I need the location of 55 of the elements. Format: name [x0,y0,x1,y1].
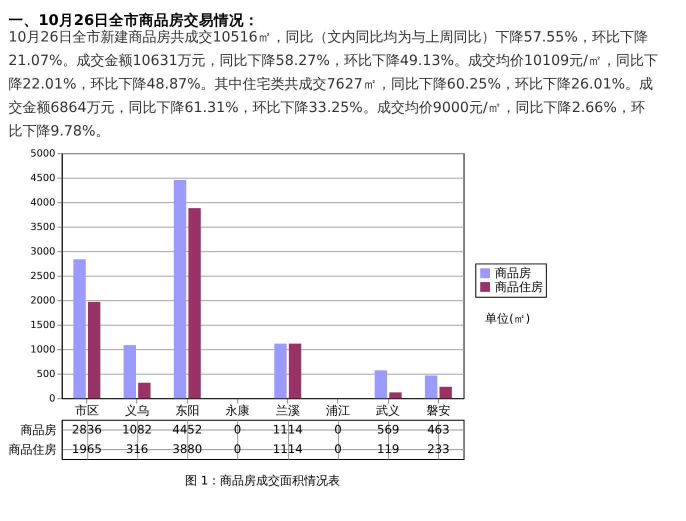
data-label: 4452 [172,422,202,436]
data-label: 1114 [272,442,303,456]
data-label: 0 [334,442,342,456]
data-label: 119 [376,442,400,456]
chart-title: 一、10月26日全市商品房交易情况： [8,10,260,29]
bar [374,370,388,398]
y-tick-label: 2500 [30,271,56,282]
data-label: 1114 [272,422,303,436]
bar [73,259,86,398]
y-tick-label: 4500 [30,173,56,184]
data-label: 569 [376,422,400,436]
x-tick-label: 兰溪 [276,403,300,418]
data-label: 233 [427,442,450,456]
data-label: 0 [334,422,342,436]
y-tick-label: 500 [36,369,56,380]
caption: 图 1：商品房成交面积情况表 [185,473,340,488]
x-tick-label: 浦江 [326,403,350,418]
text: 商品房 [20,422,56,437]
y-tick-label: 1500 [30,320,56,332]
data-label: 2836 [72,422,102,436]
data-label: 1965 [72,442,102,456]
data-label: 0 [234,422,242,436]
chart-subtitle: 10月26日全市新建商品房共成交10516㎡，同比（文内同比均为与上周同比）下降57.55%，环比下降21.07%。成交金额10631万元，同比下降58.27%，环比下降49.13%。成交均价10109元/㎡，同比下降22.01%，环比下降48.87%。其中住宅类共成交7627㎡，同比下降60.25%，环比下降26.01%。成交金额6864万元，同比下降61.31%，环比下降33.25%。成交均价9000元/㎡，同比下降2.66%，环比下降9.78%。 [8,29,658,140]
y-tick-label: 4000 [30,198,56,209]
data-label: 0 [234,442,242,456]
bar [288,344,302,398]
bar [138,382,151,398]
x-tick-label: 义乌 [125,403,150,418]
data-label: 3880 [172,442,202,456]
bar [174,180,186,398]
y-tick-label: 3500 [30,222,56,234]
y-tick-label: 3000 [30,246,56,258]
y-tick-label: 5000 [30,148,56,160]
y-tick-label: 0 [49,394,56,405]
bar [124,345,136,398]
text: 商品住房 [8,442,56,457]
bar [389,392,402,398]
x-tick-label: 东阳 [175,403,200,418]
x-tick-label: 磐安 [426,403,450,418]
y-tick-label: 1000 [30,344,56,356]
bar [188,208,201,398]
data-label: 463 [427,422,450,436]
x-tick-label: 永康 [226,403,250,418]
legend-label: 商品房 [494,266,531,280]
data-label: 1082 [122,422,152,436]
x-tick-label: 武义 [376,403,400,418]
y-tick-label: 2000 [30,296,56,307]
data-label: 316 [126,442,148,456]
bar [274,344,287,398]
text: 单位(㎡) [485,311,530,326]
bar [424,376,438,398]
bar [88,302,100,398]
legend-label: 商品住房 [494,280,543,294]
x-tick-label: 市区 [74,403,99,418]
bar [440,386,452,398]
